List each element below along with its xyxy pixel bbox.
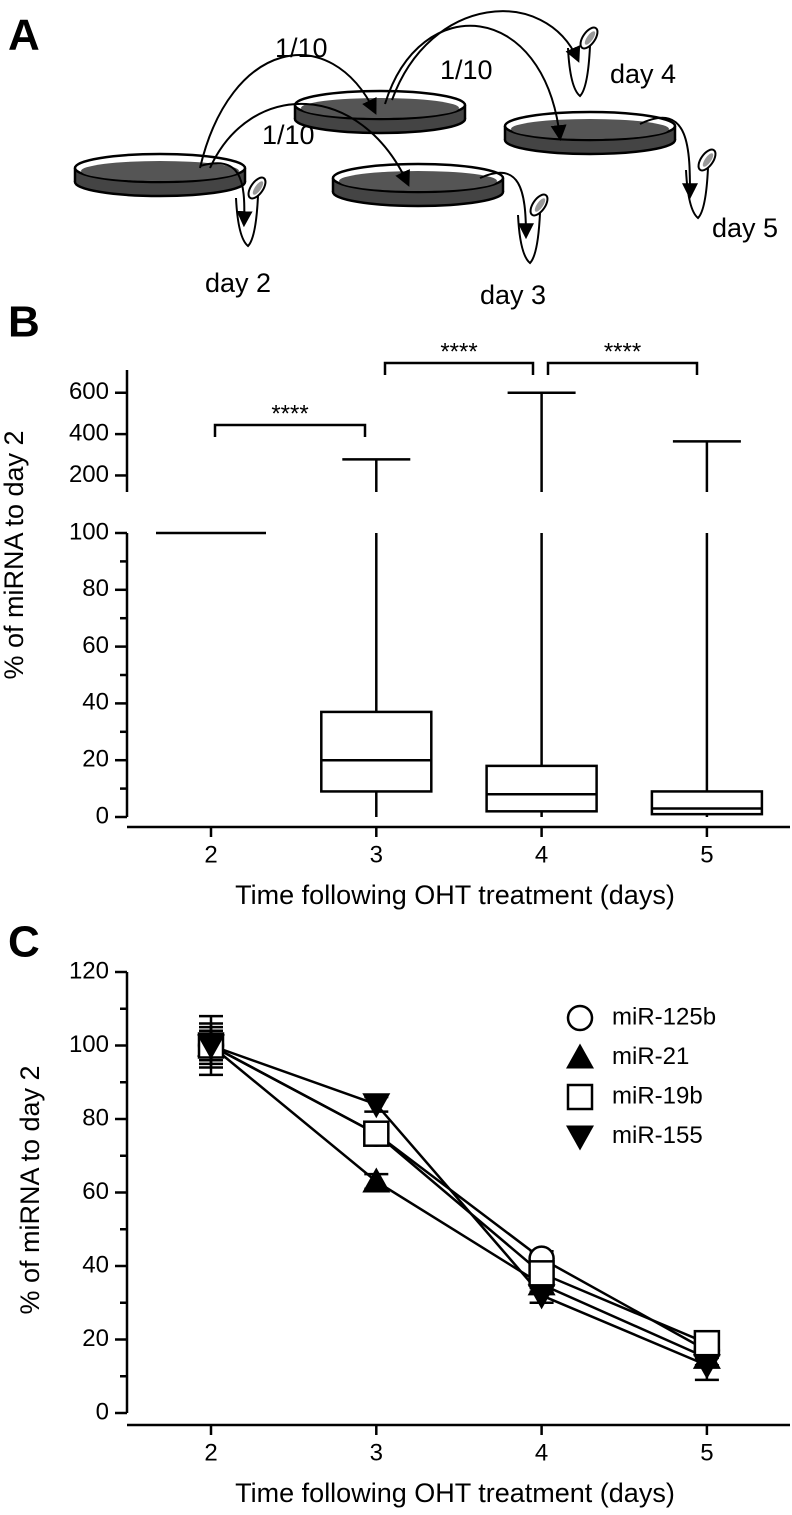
y-tick-label: 0 (96, 802, 109, 829)
x-tick-label: 4 (535, 1439, 548, 1466)
marker (692, 1354, 721, 1380)
significance-bracket (213, 423, 367, 437)
dish-medium (511, 119, 669, 139)
y-tick-label: 80 (82, 1104, 109, 1131)
x-tick-label: 5 (700, 1439, 713, 1466)
panel-label: B (8, 298, 40, 347)
legend-label: miR-125b (612, 1003, 716, 1030)
y-tick-label: 0 (96, 1398, 109, 1425)
arrow (391, 10, 581, 101)
tube-cap-inner (702, 153, 714, 167)
y-tick-label: 100 (69, 518, 109, 545)
y-tick-label: 60 (82, 632, 109, 659)
panel-label: A (8, 11, 40, 60)
x-tick-label: 3 (370, 1439, 383, 1466)
significance-label: **** (271, 400, 308, 427)
tube-cap-inner (252, 181, 264, 195)
y-tick-label: 100 (69, 1031, 109, 1058)
y-tick-label: 40 (82, 1251, 109, 1278)
marker (527, 1284, 556, 1310)
arrow (639, 116, 698, 200)
significance-label: **** (604, 338, 641, 365)
y-tick-label: 40 (82, 689, 109, 716)
significance-bracket (383, 361, 535, 375)
y-tick-label: 80 (82, 575, 109, 602)
x-tick-label: 2 (204, 1439, 217, 1466)
marker (693, 1329, 721, 1357)
y-tick-label: 200 (69, 461, 109, 488)
x-tick-label: 5 (700, 841, 713, 868)
day-label: day 5 (712, 213, 778, 243)
box (320, 710, 433, 793)
x-tick-label: 2 (204, 841, 217, 868)
panel-label: C (8, 918, 40, 967)
legend-label: miR-21 (612, 1043, 689, 1070)
dilution-label: 1/10 (262, 120, 315, 150)
marker (528, 1260, 555, 1287)
y-axis-label: % of miRNA to day 2 (0, 430, 29, 679)
marker (362, 1093, 391, 1119)
tube-cap-inner (584, 31, 596, 45)
series-line (210, 1044, 708, 1360)
dilution-label: 1/10 (440, 55, 493, 85)
legend-marker (566, 1043, 594, 1069)
significance-bracket (546, 361, 699, 375)
x-axis-label: Time following OHT treatment (days) (235, 880, 675, 910)
box (650, 790, 764, 816)
tube (235, 195, 259, 248)
marker (197, 1034, 225, 1060)
tube (517, 212, 541, 265)
significance-label: **** (440, 338, 477, 365)
arrow (479, 171, 534, 240)
legend-marker (566, 1083, 594, 1111)
y-tick-label: 20 (82, 746, 109, 773)
marker (362, 1167, 391, 1193)
tube (567, 45, 591, 98)
day-label: day 2 (205, 268, 271, 298)
dish-medium (339, 171, 497, 191)
y-axis-label: % of miRNA to day 2 (15, 1065, 45, 1314)
legend-label: miR-155 (612, 1122, 703, 1149)
y-tick-label: 400 (69, 419, 109, 446)
box (485, 764, 598, 813)
x-tick-label: 3 (370, 841, 383, 868)
arrow (199, 162, 253, 228)
day-label: day 4 (610, 59, 676, 89)
series-line (210, 1044, 708, 1367)
legend-label: miR-19b (612, 1082, 703, 1109)
dish-medium (301, 98, 459, 118)
y-tick-label: 20 (82, 1325, 109, 1352)
y-tick-label: 120 (69, 957, 109, 984)
x-axis-label: Time following OHT treatment (days) (235, 1478, 675, 1508)
arrow (199, 54, 377, 169)
x-tick-label: 4 (535, 841, 548, 868)
legend-marker (566, 1004, 594, 1032)
dilution-label: 1/10 (275, 33, 328, 63)
day-label: day 3 (480, 280, 546, 310)
y-tick-label: 60 (82, 1178, 109, 1205)
marker (363, 1120, 390, 1147)
arrow (384, 24, 567, 142)
arrow (209, 103, 410, 187)
tube-cap-inner (534, 198, 546, 212)
y-tick-label: 600 (69, 378, 109, 405)
legend-marker (566, 1125, 594, 1151)
series-line (210, 1044, 708, 1345)
